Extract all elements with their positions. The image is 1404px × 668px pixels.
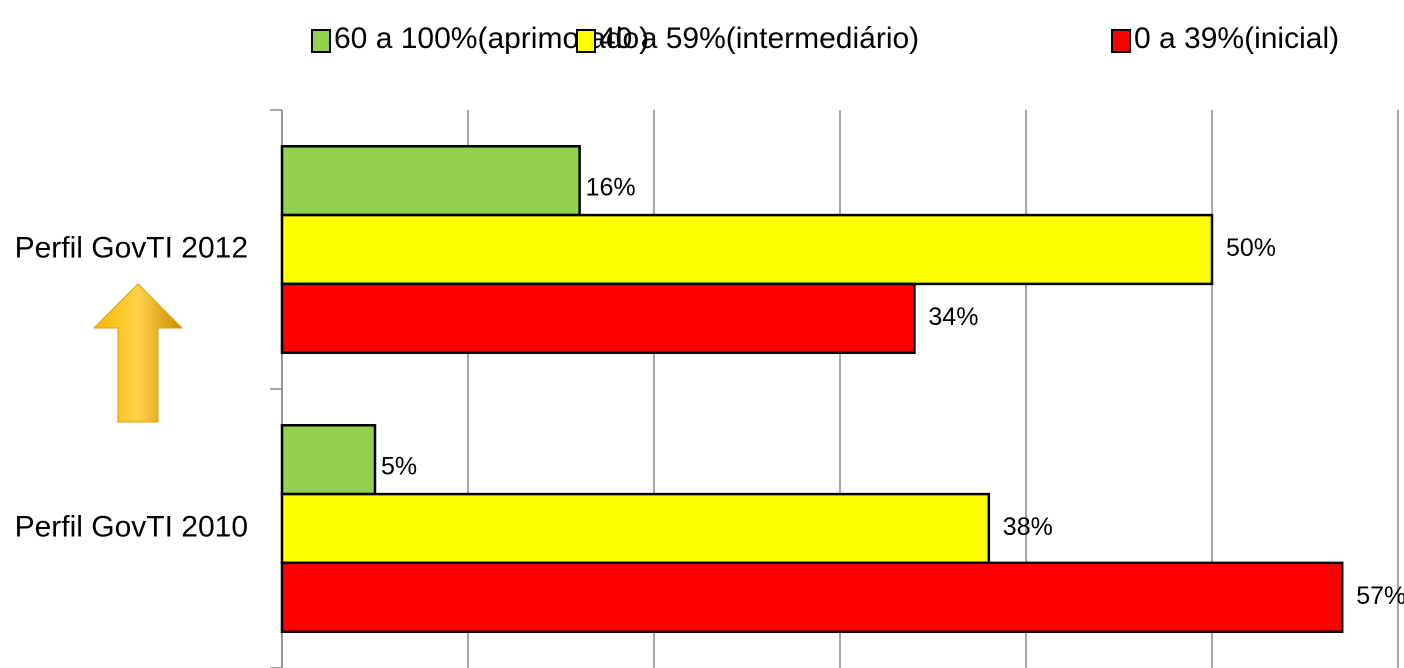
bar (280, 213, 1214, 286)
data-label: 16% (586, 174, 636, 202)
arrow (92, 283, 184, 423)
bar (280, 561, 1344, 633)
legend-label: 60 a 100%(aprimorado) (334, 22, 649, 55)
bar (280, 282, 916, 354)
data-label: 38% (1003, 513, 1053, 541)
legend-swatch (1111, 29, 1131, 53)
legend-label: 40 a 59%(intermediário) (599, 22, 919, 55)
data-label: 34% (928, 303, 978, 331)
bar (280, 424, 377, 496)
data-label: 5% (381, 453, 417, 481)
legend-swatch (576, 29, 596, 53)
legend-swatch (311, 29, 331, 53)
category-label: Perfil GovTI 2010 (15, 510, 248, 543)
category-label: Perfil GovTI 2012 (15, 231, 248, 264)
bar (280, 145, 581, 217)
data-label: 50% (1226, 234, 1276, 262)
bar (280, 492, 991, 565)
legend-label: 0 a 39%(inicial) (1134, 22, 1339, 55)
data-label: 57% (1356, 582, 1404, 610)
